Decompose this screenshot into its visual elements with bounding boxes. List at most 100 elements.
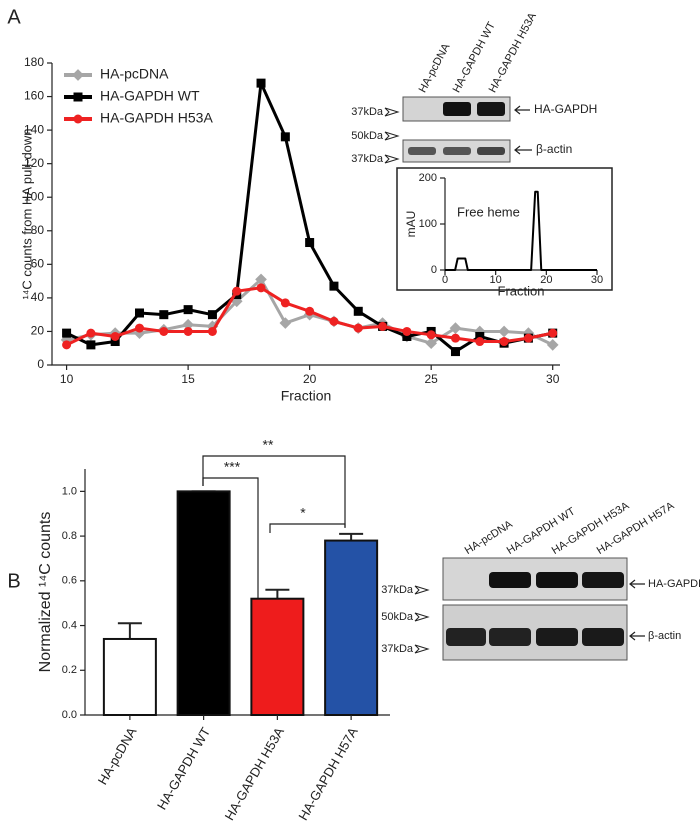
x-tick-label: 30	[546, 372, 560, 386]
band	[489, 628, 531, 646]
significance: ***	[224, 459, 241, 475]
data-point	[110, 337, 120, 347]
y-tick-label: 120	[24, 156, 44, 170]
data-point	[305, 238, 315, 248]
x-tick-label: 15	[181, 372, 195, 386]
data-point	[475, 331, 485, 341]
bar	[102, 637, 157, 716]
marker-arrow	[384, 107, 400, 164]
x-tick-label: 10	[490, 274, 502, 286]
y-tick-label: 140	[24, 122, 44, 136]
x-tick-label: HA-GAPDH H57A	[295, 724, 361, 823]
x-tick-label: 20	[303, 372, 317, 386]
y-axis-label: mAU	[404, 211, 418, 238]
band	[443, 147, 471, 155]
x-tick-label: 30	[591, 274, 603, 286]
y-tick-label: 100	[419, 218, 437, 230]
y-tick-label: 0	[431, 264, 437, 276]
band-label: β-actin	[536, 142, 572, 156]
kda-label: 37kDa	[381, 584, 414, 596]
data-point	[402, 331, 412, 341]
kda-label: 37kDa	[381, 643, 414, 655]
data-point	[182, 318, 194, 331]
band-label: HA-GAPDH	[648, 578, 700, 590]
kda-label: 50kDa	[381, 611, 414, 623]
lane-label: HA-GAPDH H57A	[595, 500, 677, 557]
y-tick-label: 160	[24, 89, 44, 103]
data-point	[159, 310, 169, 320]
y-tick-label: 0.2	[62, 664, 77, 676]
band	[408, 147, 436, 155]
data-point	[159, 326, 169, 336]
y-tick-label: 0.6	[62, 575, 77, 587]
kda-label: 37kDa	[351, 106, 384, 118]
band	[443, 102, 471, 116]
blot-strip	[442, 557, 628, 601]
kda-label: 37kDa	[351, 153, 384, 165]
legend-marker	[73, 92, 83, 102]
y-tick-label: 180	[24, 55, 44, 69]
data-point	[279, 317, 292, 329]
y-axis-label: Normalized ¹⁴C counts	[37, 512, 54, 673]
band	[477, 102, 505, 116]
lane-label: HA-GAPDH H53A	[487, 10, 540, 94]
data-point	[548, 328, 558, 338]
data-point	[378, 321, 388, 331]
data-point	[353, 323, 363, 333]
panel-label: B	[7, 570, 20, 592]
lane-label: HA-pcDNA	[417, 41, 453, 95]
y-tick-label: 0.8	[62, 530, 77, 542]
data-point	[498, 325, 510, 338]
band	[477, 147, 505, 155]
data-point	[62, 328, 72, 338]
data-point	[256, 78, 266, 88]
blot-b: 37kDa 50kDa 37kDa HA-GAPDH β-actin HA-pc…	[381, 500, 700, 661]
data-point	[280, 298, 290, 308]
y-tick-label: 80	[31, 223, 45, 237]
sig-bracket	[202, 455, 346, 527]
band-arrow	[629, 579, 645, 641]
significance: **	[263, 437, 274, 453]
band	[446, 628, 486, 646]
band	[536, 628, 578, 646]
data-point	[280, 132, 290, 142]
data-point	[450, 347, 460, 357]
bar	[176, 490, 231, 717]
y-tick-label: 0.0	[62, 709, 77, 721]
bar	[324, 539, 379, 717]
y-tick-label: 0	[37, 357, 44, 371]
data-point	[206, 320, 219, 333]
bar	[250, 597, 305, 717]
legend-marker	[73, 114, 83, 124]
data-point	[232, 286, 242, 296]
band	[536, 572, 578, 588]
data-point	[353, 306, 363, 316]
x-tick-label: HA-GAPDH WT	[154, 725, 213, 813]
legend-label: HA-GAPDH H53A	[100, 110, 213, 126]
panel-label: A	[7, 6, 21, 28]
band	[582, 572, 624, 588]
data-point	[62, 340, 72, 350]
data-point	[86, 340, 96, 350]
data-point	[499, 337, 509, 347]
sig-bracket	[269, 523, 346, 533]
y-tick-label: 200	[419, 172, 437, 184]
data-point	[426, 330, 436, 340]
data-point	[305, 306, 315, 316]
data-point	[183, 326, 193, 336]
x-tick-label: 10	[60, 372, 74, 386]
band-label: β-actin	[648, 630, 681, 642]
y-tick-label: 20	[31, 324, 45, 338]
data-point	[329, 281, 339, 291]
x-tick-label: 20	[540, 274, 552, 286]
marker-arrow	[414, 585, 430, 654]
y-axis-label: ¹⁴C counts from HA pull-down	[19, 128, 34, 299]
band-label: HA-GAPDH	[534, 102, 597, 116]
annotation: Free heme	[457, 204, 520, 219]
blot-a: 37kDa 50kDa 37kDa HA-GAPDH β-actin HA-pc…	[351, 10, 597, 165]
x-tick-label: HA-pcDNA	[95, 724, 140, 787]
legend-label: HA-pcDNA	[100, 66, 169, 82]
data-point	[475, 337, 485, 347]
data-point	[522, 327, 535, 339]
